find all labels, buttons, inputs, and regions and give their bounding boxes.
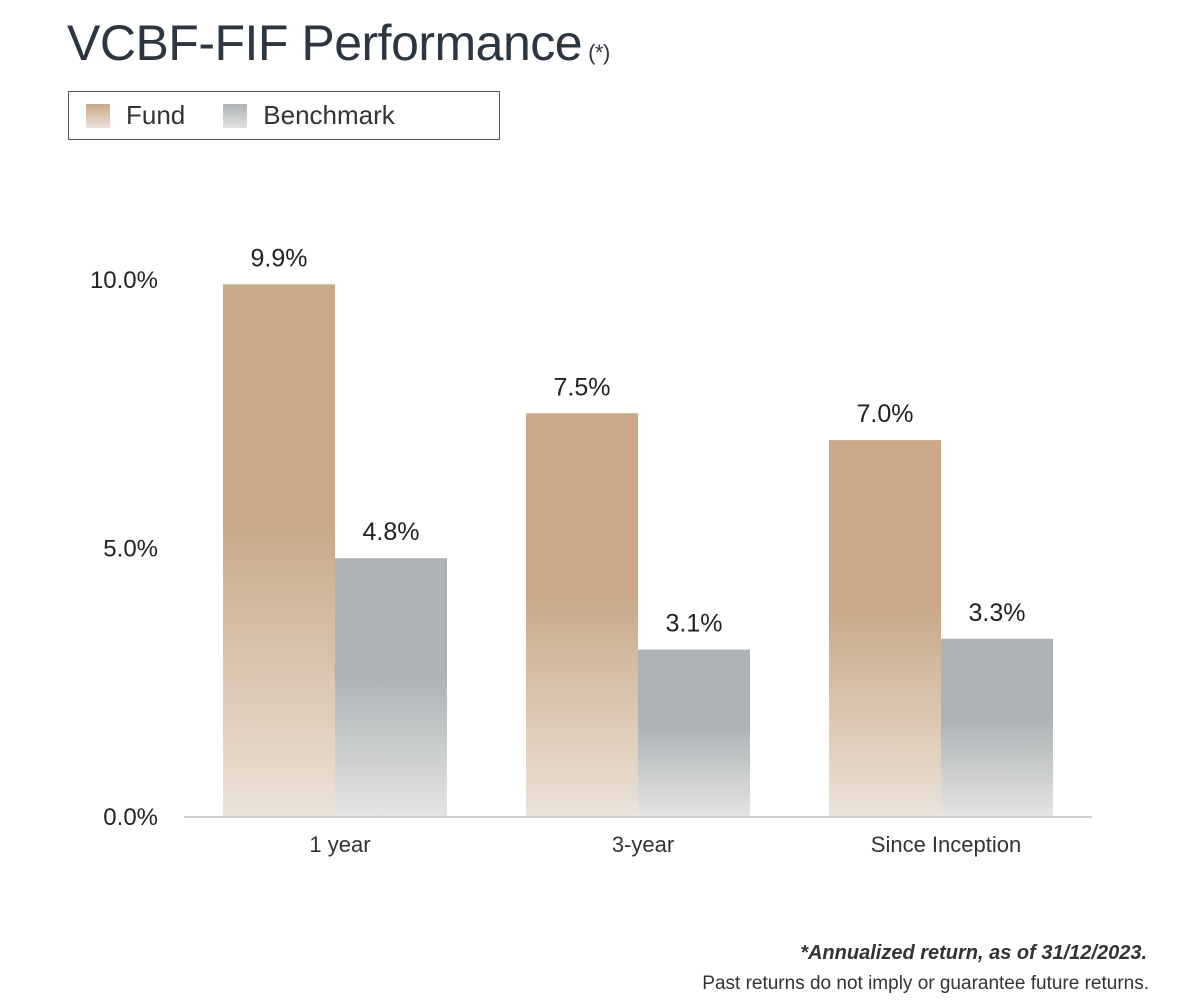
chart-title: VCBF-FIF Performance (*) (67, 14, 610, 72)
data-label-benchmark-3-year: 3.1% (666, 610, 723, 638)
data-label-benchmark-1-year: 4.8% (363, 518, 420, 546)
bar-fund-1-year (223, 284, 335, 816)
bar-fund-3-year (526, 413, 638, 816)
data-label-fund-1-year: 9.9% (251, 244, 308, 272)
legend-item-fund: Fund (86, 100, 185, 131)
bar-benchmark-1-year (335, 558, 447, 816)
legend-label-benchmark: Benchmark (263, 100, 395, 130)
data-label-fund-since-inception: 7.0% (857, 400, 914, 428)
y-tick-label-5-0: 5.0% (103, 536, 158, 563)
title-text: VCBF-FIF Performance (67, 15, 583, 71)
x-tick-label-3-year: 3-year (612, 832, 674, 857)
x-tick-label-since-inception: Since Inception (871, 832, 1021, 857)
data-label-fund-3-year: 7.5% (554, 373, 611, 401)
bar-fund-since-inception (829, 440, 941, 816)
x-tick-label-1-year: 1 year (309, 832, 370, 857)
data-label-benchmark-since-inception: 3.3% (969, 599, 1026, 627)
benchmark-swatch (223, 103, 248, 128)
y-tick-label-0-0: 0.0% (103, 804, 158, 831)
chart-legend: Fund Benchmark (68, 91, 500, 140)
footnote-annualized: *Annualized return, as of 31/12/2023. (800, 942, 1147, 964)
y-tick-label-10-0: 10.0% (90, 267, 158, 294)
bar-benchmark-3-year (638, 649, 750, 816)
fund-swatch (86, 103, 110, 128)
bar-benchmark-since-inception (941, 638, 1053, 816)
title-footnote-mark: (*) (588, 40, 610, 65)
legend-item-benchmark: Benchmark (223, 100, 395, 131)
footnote-disclaimer: Past returns do not imply or guarantee f… (702, 973, 1149, 994)
legend-label-fund: Fund (126, 100, 186, 130)
